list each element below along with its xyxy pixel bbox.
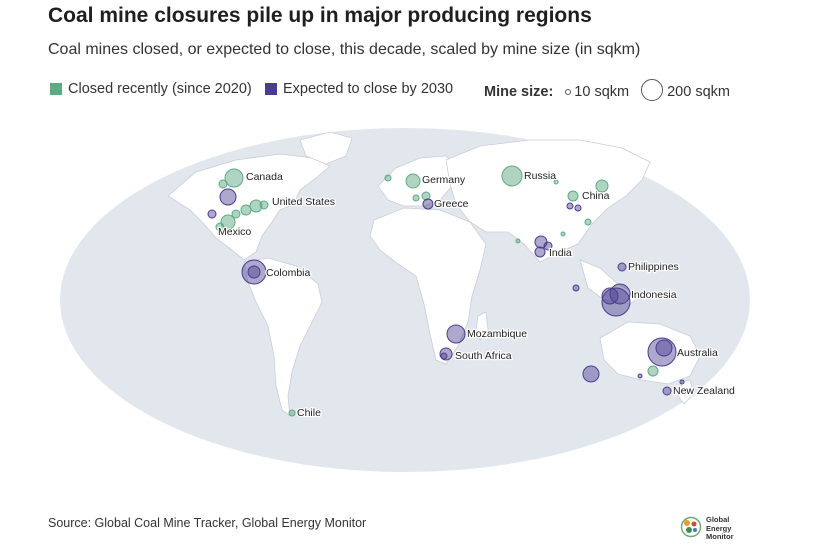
mine-china-closed-3 [584, 218, 592, 226]
mine-bubbles [207, 165, 685, 417]
mine-china-expected-1 [566, 202, 574, 210]
legend-size: Mine size: 10 sqkm 200 sqkm [484, 79, 730, 103]
mine-australia-expected-3 [582, 365, 600, 383]
logo-line-1: Global [706, 515, 730, 524]
legend-expected-swatch [265, 83, 277, 95]
mine-indonesia-expected-3 [601, 287, 619, 305]
label-south-africa: South Africa [455, 350, 512, 362]
mine-canada-closed-1 [224, 168, 244, 188]
mine-india-expected-2 [543, 241, 553, 251]
land-madagascar [475, 311, 489, 341]
legend-size-small-circle [565, 89, 572, 95]
mine-mexico-closed-1 [220, 214, 236, 230]
legend-size-large-circle [641, 79, 664, 101]
mine-canada-expected-1 [219, 188, 237, 206]
label-greece: Greece [434, 198, 469, 210]
mine-australia-expected-1 [647, 337, 677, 367]
legend-expected-label: Expected to close by 2030 [283, 81, 454, 97]
globe-icon [680, 516, 702, 538]
label-indonesia: Indonesia [631, 289, 677, 301]
source-note: Source: Global Coal Mine Tracker, Global… [48, 516, 367, 530]
mine-india-closed-2 [515, 238, 521, 244]
mine-germany-closed-1 [405, 173, 421, 189]
legend-expected: Expected to close by 2030 [265, 81, 453, 97]
logo-line-3: Monitor [706, 532, 734, 541]
chart-title: Coal mine closures pile up in major prod… [48, 4, 592, 27]
label-germany: Germany [422, 174, 466, 186]
mine-india-closed-1 [560, 231, 566, 237]
legend-size-large-label: 200 sqkm [667, 84, 730, 100]
label-china: China [582, 190, 610, 202]
logo-text: Global Energy Monitor [706, 515, 734, 542]
mine-china-closed-1 [595, 179, 609, 193]
mine-us-expected-1 [207, 209, 217, 219]
mine-philippines-expected-1 [617, 262, 627, 272]
mine-indonesia-expected-2 [609, 283, 631, 305]
legend: Closed recently (since 2020) Expected to… [48, 79, 808, 103]
label-india: India [549, 247, 572, 259]
mine-us-closed-3 [259, 200, 269, 210]
label-australia: Australia [677, 347, 718, 359]
mine-colombia-expected-2 [247, 265, 261, 279]
mine-newzealand-expected-2 [679, 379, 685, 385]
gem-logo: Global Energy Monitor [680, 515, 760, 542]
logo-line-2: Energy [706, 523, 732, 533]
label-new-zealand: New Zealand [673, 385, 735, 397]
legend-size-small-label: 10 sqkm [574, 84, 630, 100]
mine-australia-closed-1 [647, 365, 659, 377]
mine-mozambique-expected-1 [446, 324, 466, 344]
land-greenland [299, 131, 353, 165]
mine-colombia-expected-1 [241, 259, 267, 285]
label-canada: Canada [246, 171, 283, 183]
mine-indonesia-expected-4 [572, 284, 580, 292]
mine-mexico-closed-2 [215, 222, 225, 232]
mine-greece-expected-1 [422, 198, 434, 210]
mine-germany-closed-2 [384, 174, 392, 182]
mine-russia-closed-2 [553, 179, 559, 185]
label-philippines: Philippines [628, 261, 679, 273]
mine-india-expected-3 [534, 246, 546, 258]
mine-australia-expected-4 [637, 373, 643, 379]
mine-australia-expected-2 [655, 339, 673, 357]
chart-subtitle: Coal mines closed, or expected to close,… [48, 41, 641, 58]
mine-germany-closed-3 [421, 191, 431, 201]
label-colombia: Colombia [266, 267, 311, 279]
mine-china-closed-2 [567, 190, 579, 202]
legend-closed-label: Closed recently (since 2020) [68, 81, 252, 97]
country-labels: Canada United States Mexico Colombia Chi… [217, 169, 737, 421]
mine-china-expected-2 [574, 204, 582, 212]
land-asia [445, 139, 651, 263]
mine-southafrica-expected-2 [440, 352, 448, 360]
legend-closed: Closed recently (since 2020) [50, 81, 252, 97]
mine-russia-closed-1 [501, 165, 523, 187]
mine-us-closed-1 [240, 204, 252, 216]
mine-newzealand-expected-1 [662, 386, 672, 396]
land-south-america [243, 257, 323, 417]
mine-greece-closed-1 [412, 194, 420, 202]
label-mexico: Mexico [218, 226, 251, 238]
label-russia: Russia [524, 170, 556, 182]
mine-us-closed-4 [231, 209, 241, 219]
mine-canada-closed-2 [218, 179, 228, 189]
land-southeast-asia [579, 259, 641, 305]
label-mozambique: Mozambique [467, 328, 527, 340]
land-new-zealand [677, 379, 695, 405]
land-australia [599, 321, 701, 385]
label-united-states: United States [272, 196, 335, 208]
legend-size-title: Mine size: [484, 84, 554, 100]
label-chile: Chile [297, 407, 321, 419]
legend-closed-swatch [50, 83, 62, 95]
mine-chile-closed-1 [288, 409, 296, 417]
